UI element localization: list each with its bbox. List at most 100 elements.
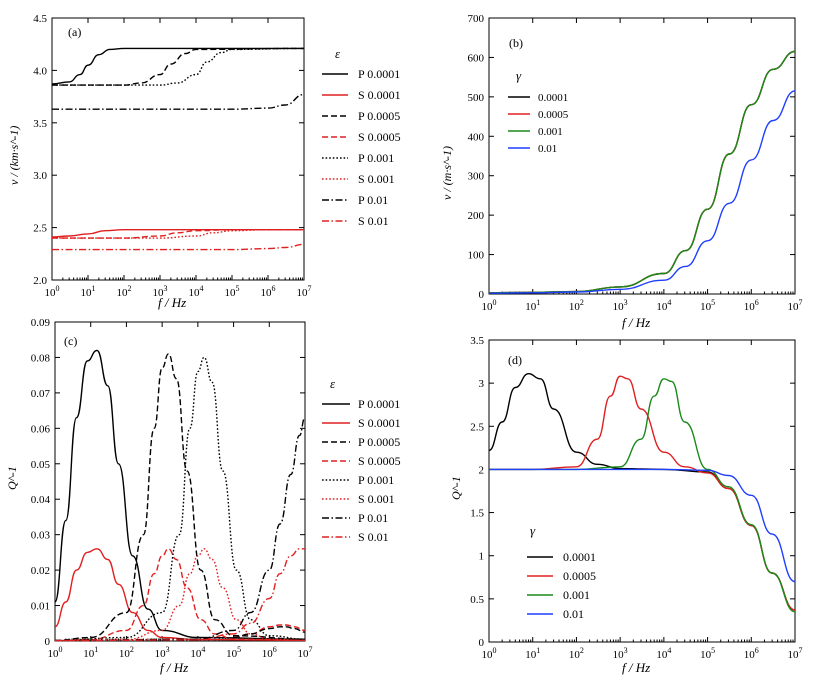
x-tick-label: 101 <box>525 646 540 661</box>
y-tick-label: 4.0 <box>33 65 47 77</box>
panel-b-ylabel: v / (m·s^-1) <box>440 146 454 200</box>
x-tick-label: 102 <box>569 646 584 661</box>
panel-a-label: (a) <box>68 25 81 39</box>
series-line-p-0-0001 <box>51 47 304 85</box>
x-tick-label: 102 <box>117 284 132 299</box>
x-tick-label: 101 <box>525 298 540 313</box>
panel-d: (d) 100 101 102 103 104 105 106 10700.511.522.5… <box>449 335 803 675</box>
minor-peak-line <box>233 624 306 639</box>
legend-label: 0.01 <box>538 143 557 155</box>
y-tick-label: 100 <box>468 250 485 262</box>
x-tick-label: 103 <box>155 645 170 660</box>
panel-a-ticks: 100 101 102 103 104 105 106 1072.02.53.03.54.04… <box>33 13 311 299</box>
y-tick-label: 700 <box>468 13 485 25</box>
y-tick-label: 2 <box>479 464 485 476</box>
y-tick-label: 0 <box>479 637 485 649</box>
x-tick-label: 106 <box>744 298 759 313</box>
x-tick-label: 107 <box>788 298 803 313</box>
series-line-p-0-01 <box>54 417 306 642</box>
series-line-0-0001 <box>488 50 796 294</box>
series-line-0-01 <box>488 90 796 294</box>
x-tick-label: 107 <box>788 646 803 661</box>
panel-b-label: (b) <box>509 36 523 50</box>
y-tick-label: 300 <box>468 171 485 183</box>
panel-b-ticks: 100 101 102 103 104 105 106 1070100200300400500… <box>468 13 803 313</box>
legend-label: S 0.001 <box>358 492 395 506</box>
y-tick-label: 1.5 <box>470 508 484 520</box>
legend-label: P 0.0001 <box>358 67 400 81</box>
panel-c-frame <box>54 321 306 642</box>
legend-label: S 0.01 <box>358 530 389 544</box>
panel-a-ylabel: v / (km·s^-1) <box>7 126 21 185</box>
panel-b-frame <box>488 17 796 295</box>
series-line-s-0-0005 <box>52 228 304 239</box>
series-line-s-0-001 <box>54 548 306 642</box>
panel-a-frame <box>51 17 305 281</box>
legend-label: 0.0001 <box>538 92 568 104</box>
series-line-s-0-001 <box>52 229 304 239</box>
panel-c-xlabel: f / Hz <box>160 660 188 675</box>
y-tick-label: 2.5 <box>33 223 47 235</box>
y-tick-label: 0.06 <box>31 423 51 435</box>
panel-b: (b) 100 101 102 103 104 105 106 107010020030040… <box>440 13 803 330</box>
panel-a: (a) 100 101 102 103 104 105 106 1072.02.53.03.5… <box>7 13 401 310</box>
panel-d-label: (d) <box>508 353 522 367</box>
x-tick-label: 105 <box>700 646 715 661</box>
panel-c-ylabel: Q^-1 <box>5 466 19 490</box>
x-tick-label: 103 <box>613 298 628 313</box>
x-tick-label: 102 <box>569 298 584 313</box>
y-tick-label: 0.03 <box>31 530 51 542</box>
panel-b-curves <box>488 50 796 294</box>
panel-a-legend-title: ε <box>335 46 341 61</box>
minor-peak-line <box>233 626 306 639</box>
x-tick-label: 107 <box>298 645 313 660</box>
panel-d-xlabel: f / Hz <box>622 660 650 675</box>
x-tick-label: 105 <box>226 645 241 660</box>
x-tick-label: 102 <box>119 645 134 660</box>
y-tick-label: 0.02 <box>31 565 50 577</box>
x-tick-label: 104 <box>189 284 204 299</box>
panel-c-legend-title: ε <box>330 376 336 391</box>
legend-label: P 0.001 <box>358 473 394 487</box>
legend-label: P 0.001 <box>358 151 394 165</box>
series-line-0-01 <box>489 468 796 583</box>
y-tick-label: 0 <box>45 636 51 648</box>
x-tick-label: 104 <box>190 645 205 660</box>
panel-a-legend: P 0.0001 S 0.0001 P 0.0005 S 0.0005 P 0.001 S… <box>322 67 401 228</box>
y-tick-label: 600 <box>468 52 485 64</box>
x-tick-label: 105 <box>700 298 715 313</box>
panel-a-curves <box>51 47 305 251</box>
y-tick-label: 500 <box>468 92 485 104</box>
series-line-p-0-0005 <box>52 47 305 86</box>
panel-b-legend-title: γ <box>516 68 522 83</box>
panel-b-legend: 0.0001 0.0005 0.001 0.01 <box>508 92 569 155</box>
panel-d-frame <box>488 339 796 643</box>
series-line-0-001 <box>489 378 796 613</box>
legend-label: S 0.0005 <box>358 454 401 468</box>
y-tick-label: 3.5 <box>33 118 47 130</box>
legend-label: P 0.0005 <box>358 109 400 123</box>
panel-b-xlabel: f / Hz <box>622 315 650 330</box>
series-line-0-0005 <box>489 375 796 611</box>
legend-label: 0.001 <box>563 588 590 602</box>
legend-label: S 0.0001 <box>358 416 401 430</box>
series-line-0-001 <box>488 50 796 294</box>
legend-label: 0.0005 <box>563 569 596 583</box>
series-line-s-0-0005 <box>54 548 306 642</box>
panel-d-legend-title: γ <box>530 523 536 538</box>
panel-d-curves <box>488 372 796 613</box>
legend-label: P 0.0005 <box>358 435 400 449</box>
x-tick-label: 101 <box>81 284 96 299</box>
series-line-0-0005 <box>488 50 796 294</box>
panel-c-label: (c) <box>64 334 77 348</box>
y-tick-label: 2.0 <box>33 275 47 287</box>
legend-label: S 0.001 <box>358 172 395 186</box>
legend-label: 0.0001 <box>563 550 596 564</box>
legend-label: 0.01 <box>563 607 584 621</box>
y-tick-label: 0.08 <box>31 352 51 364</box>
panel-d-ylabel: Q^-1 <box>449 476 463 500</box>
panel-c: (c) 100 101 102 103 104 105 106 10700.010.020.0… <box>5 317 401 675</box>
y-tick-label: 200 <box>468 210 485 222</box>
